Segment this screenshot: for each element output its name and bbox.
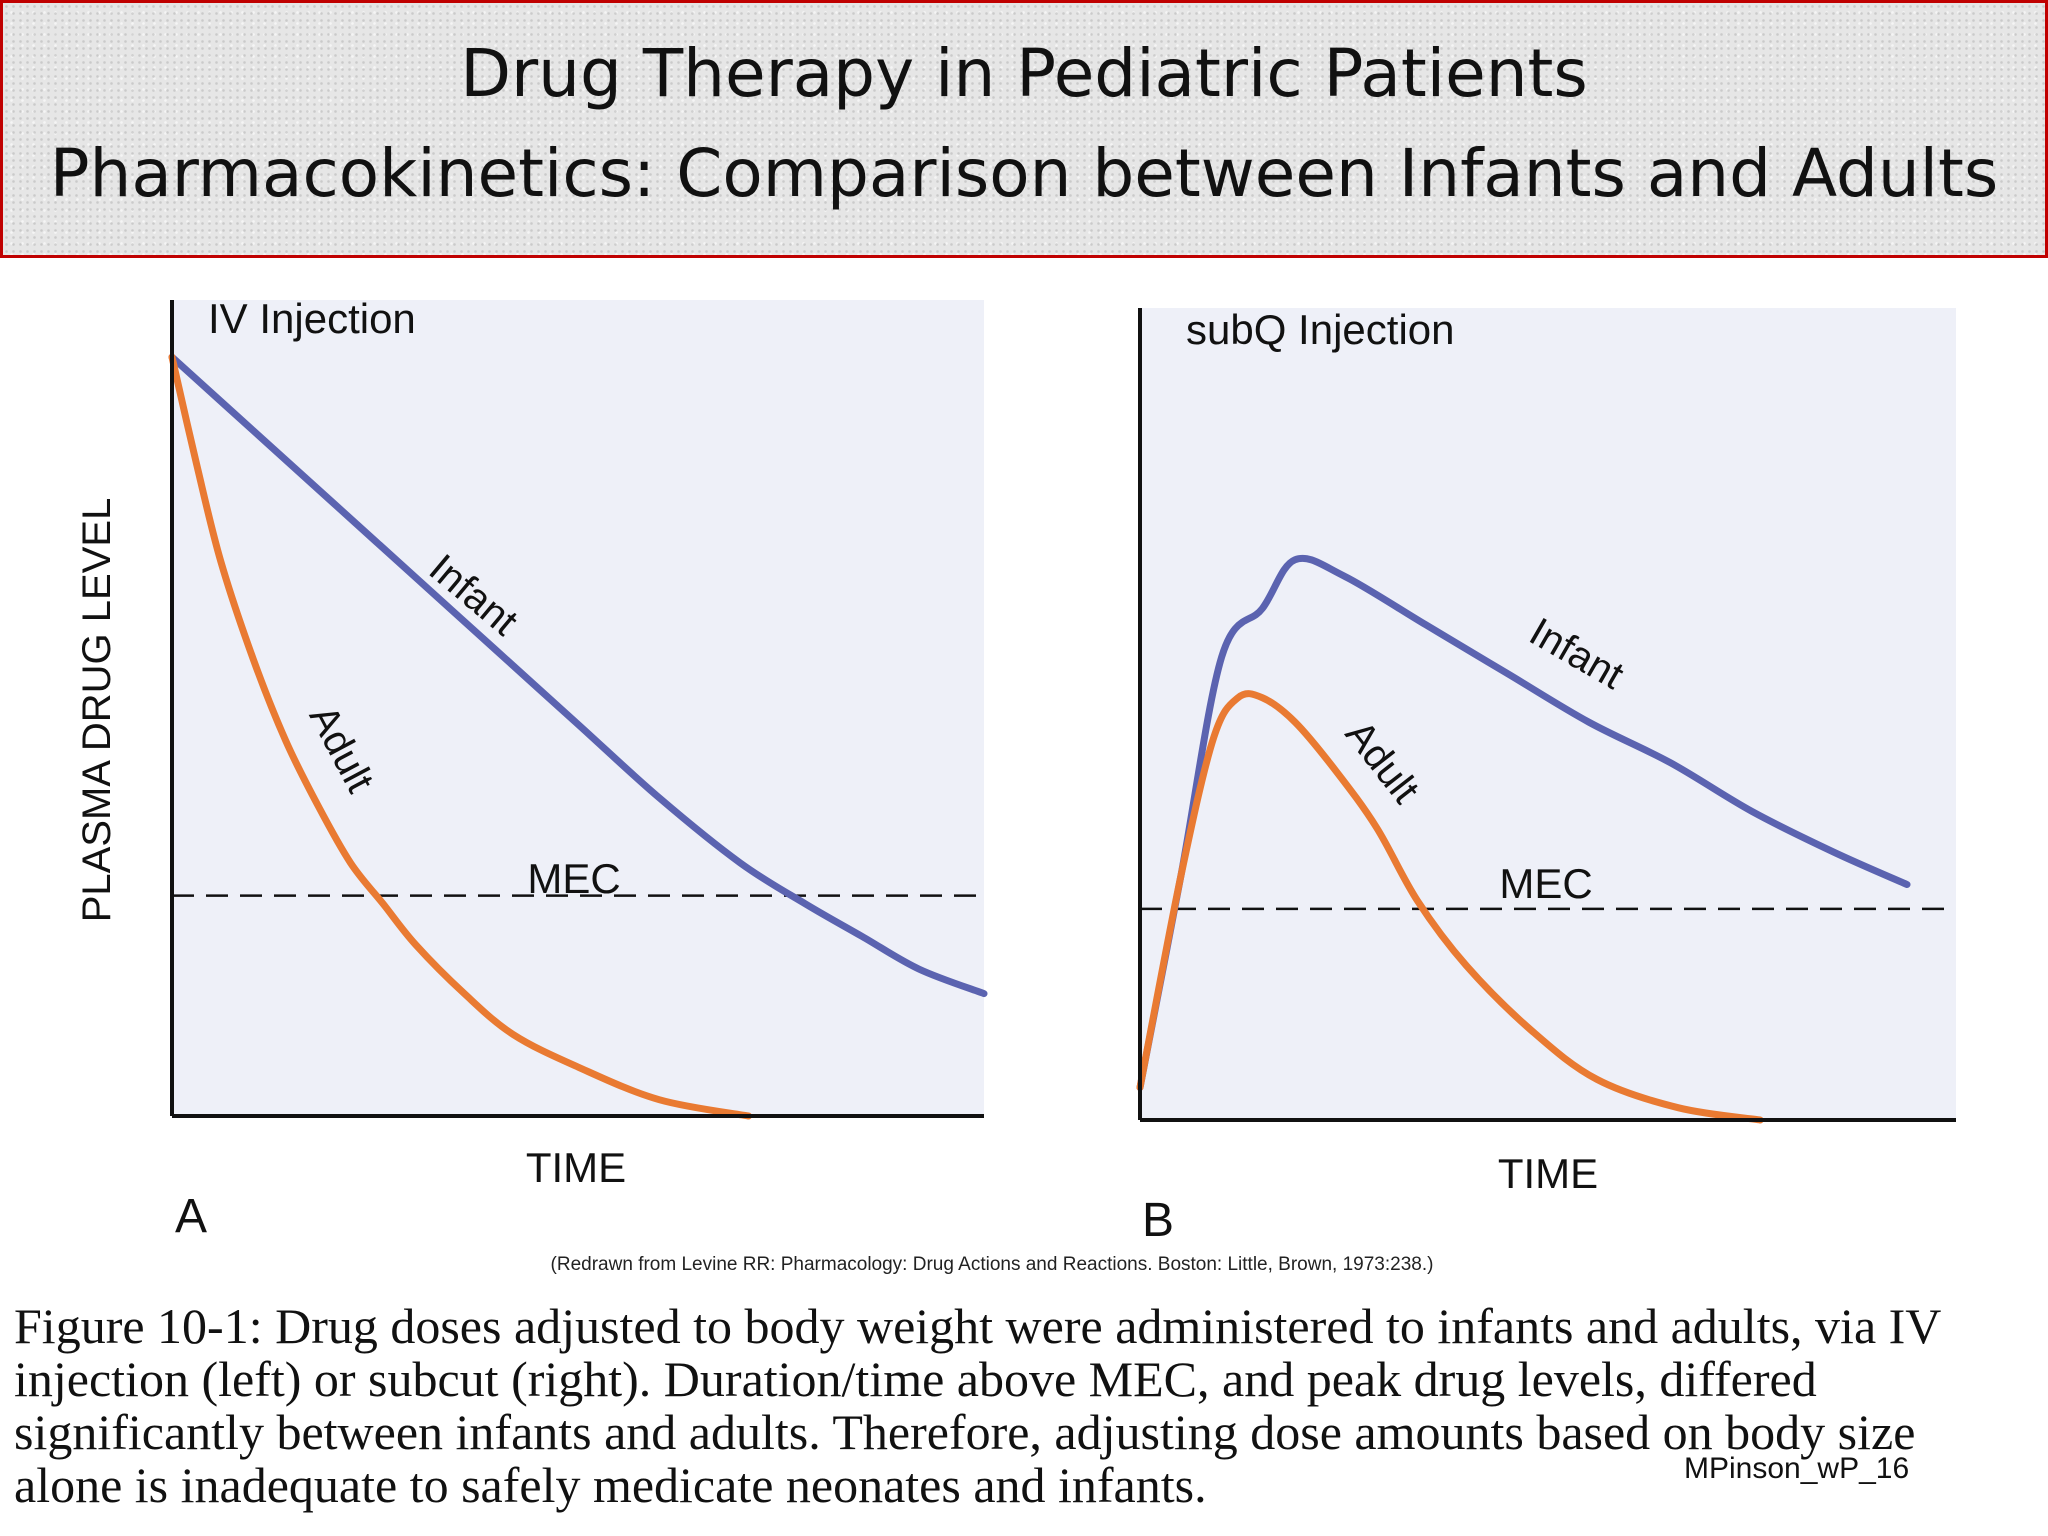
slide-subtitle: Pharmacokinetics: Comparison between Inf… — [49, 135, 1999, 212]
figure-charts: (Redrawn from Levine RR: Pharmacology: D… — [75, 295, 1956, 1275]
source-note: (Redrawn from Levine RR: Pharmacology: D… — [551, 1254, 1434, 1275]
plot-area — [1140, 308, 1956, 1120]
series-line-infant — [1136, 554, 1911, 1092]
x-axis-label: TIME — [526, 1144, 626, 1191]
series-line-adult — [168, 353, 753, 1120]
figure-caption: Figure 10-1: Drug doses adjusted to body… — [14, 1298, 1941, 1513]
slide-number: MPinson_wP_16 — [1684, 1452, 1910, 1485]
mec-label: MEC — [527, 855, 620, 902]
panel-letter: A — [175, 1190, 207, 1243]
mec-label: MEC — [1499, 860, 1592, 907]
panel-letter: B — [1142, 1194, 1174, 1247]
panel-title: IV Injection — [208, 295, 416, 342]
panel-title: subQ Injection — [1186, 306, 1455, 353]
x-axis-label: TIME — [1498, 1150, 1598, 1197]
series-line-infant — [168, 353, 988, 998]
series-line-adult — [1136, 690, 1764, 1124]
plot-area — [172, 300, 984, 1116]
slide-title: Drug Therapy in Pediatric Patients — [460, 35, 1588, 112]
y-axis-label: PLASMA DRUG LEVEL — [75, 498, 119, 923]
title-banner: Drug Therapy in Pediatric Patients Pharm… — [0, 0, 2048, 258]
